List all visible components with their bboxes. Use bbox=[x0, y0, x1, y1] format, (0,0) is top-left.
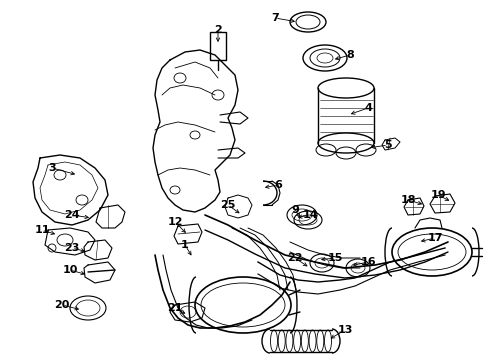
Text: 22: 22 bbox=[286, 253, 302, 263]
Text: 8: 8 bbox=[346, 50, 353, 60]
Bar bbox=[209, 32, 225, 60]
Text: 15: 15 bbox=[326, 253, 342, 263]
Text: 3: 3 bbox=[48, 163, 56, 173]
Text: 5: 5 bbox=[384, 140, 391, 150]
Text: 1: 1 bbox=[181, 240, 188, 250]
Text: 11: 11 bbox=[34, 225, 50, 235]
Text: 10: 10 bbox=[62, 265, 78, 275]
Text: 21: 21 bbox=[167, 303, 183, 313]
Text: 6: 6 bbox=[273, 180, 282, 190]
Text: 25: 25 bbox=[220, 200, 235, 210]
Text: 2: 2 bbox=[214, 25, 222, 35]
Text: 23: 23 bbox=[64, 243, 80, 253]
Text: 18: 18 bbox=[400, 195, 415, 205]
Text: 14: 14 bbox=[302, 210, 317, 220]
Text: 16: 16 bbox=[360, 257, 375, 267]
Text: 4: 4 bbox=[364, 103, 371, 113]
Text: 7: 7 bbox=[270, 13, 278, 23]
Text: 13: 13 bbox=[337, 325, 352, 335]
Text: 12: 12 bbox=[167, 217, 183, 227]
Text: 17: 17 bbox=[427, 233, 442, 243]
Text: 24: 24 bbox=[64, 210, 80, 220]
Text: 9: 9 bbox=[290, 205, 298, 215]
Text: 20: 20 bbox=[54, 300, 70, 310]
Text: 19: 19 bbox=[429, 190, 445, 200]
